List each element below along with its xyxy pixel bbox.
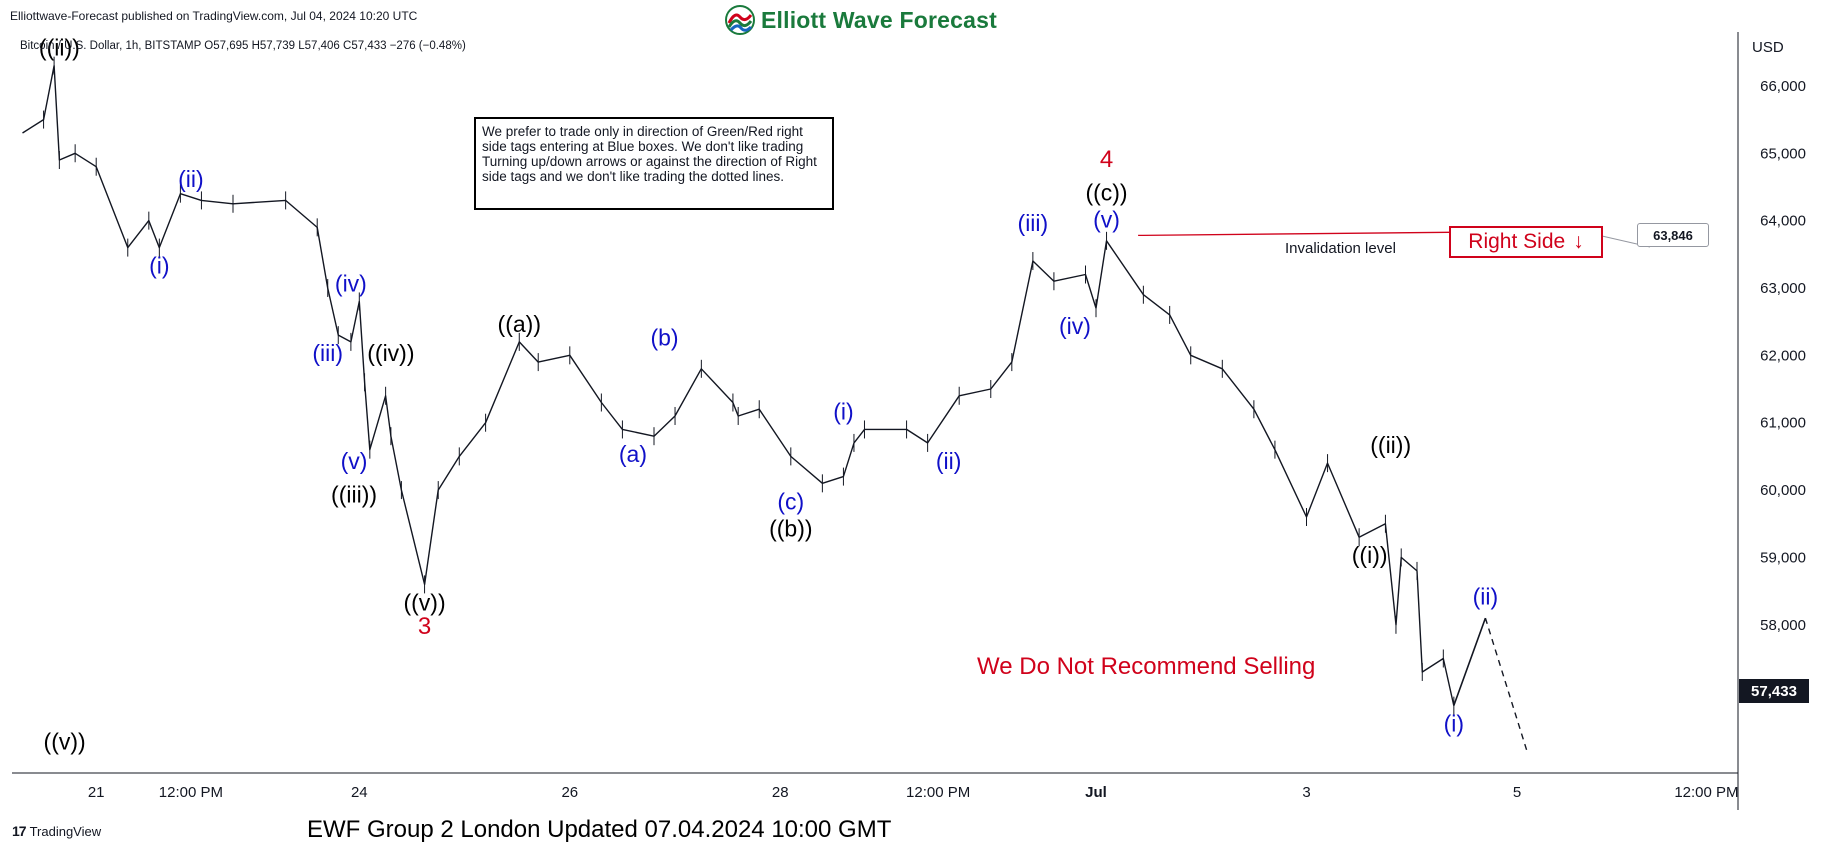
wave-label: (a): [619, 441, 647, 467]
invalidation-label: Invalidation level: [1285, 240, 1396, 257]
wave-label: ((ii)): [39, 35, 80, 61]
published-caption: Elliottwave-Forecast published on Tradin…: [10, 9, 418, 23]
wave-label: (iii): [312, 340, 343, 366]
x-tick-label: 21: [88, 784, 105, 801]
x-tick-label: 12:00 PM: [906, 784, 970, 801]
trading-note: We prefer to trade only in direction of …: [474, 117, 834, 210]
wave-label: ((v)): [403, 589, 445, 615]
wave-label: ((iii)): [331, 482, 377, 508]
last-price-tag: 57,433: [1739, 679, 1809, 703]
x-tick-label: 28: [772, 784, 789, 801]
right-side-tag: Right Side ↓: [1449, 226, 1603, 258]
wave-label: ((a)): [498, 311, 541, 337]
update-caption: EWF Group 2 London Updated 07.04.2024 10…: [307, 816, 892, 843]
x-tick-label: 3: [1302, 784, 1310, 801]
projection-solid-line: [1453, 617, 1487, 706]
y-tick-label: 65,000: [1760, 145, 1806, 162]
top-bar: Elliottwave-Forecast published on Tradin…: [0, 0, 1826, 35]
right-side-label: Right Side: [1468, 230, 1566, 253]
wave-label: (iv): [1059, 313, 1091, 339]
y-tick-label: 58,000: [1760, 617, 1806, 634]
ewf-logo-icon: [725, 5, 755, 35]
wave-label: ((b)): [769, 515, 812, 541]
wave-label: ((i)): [1352, 542, 1388, 568]
projection-dotted-line: [1484, 617, 1529, 754]
tradingview-label: TradingView: [29, 823, 102, 839]
wave-label: (i): [149, 253, 169, 279]
wave-label: (iv): [335, 270, 367, 296]
y-tick-label: 60,000: [1760, 482, 1806, 499]
wave-label: (i): [1444, 711, 1464, 737]
x-tick-label: 24: [351, 784, 368, 801]
wave-label: (iii): [1018, 210, 1049, 236]
y-tick-label: 63,000: [1760, 280, 1806, 297]
x-tick-label: 26: [561, 784, 578, 801]
wave-label: ((v)): [44, 729, 86, 755]
wave-label: (ii): [178, 166, 204, 192]
wave-label: ((c)): [1085, 180, 1127, 206]
y-tick-label: 62,000: [1760, 347, 1806, 364]
wave-label: (ii): [936, 448, 962, 474]
x-tick-label: 12:00 PM: [159, 784, 223, 801]
chart-axes: 57,00058,00059,00060,00061,00062,00063,0…: [12, 32, 1806, 810]
wave-label: ((ii)): [1370, 432, 1411, 458]
y-tick-label: 66,000: [1760, 78, 1806, 95]
symbol-info: Bitcoin / U.S. Dollar, 1h, BITSTAMP O57,…: [20, 40, 466, 52]
wave-label: (b): [650, 324, 678, 350]
brand-logo: Elliott Wave Forecast: [725, 4, 997, 36]
x-tick-label: Jul: [1085, 784, 1107, 801]
tradingview-logo-icon: 17: [12, 823, 27, 839]
tradingview-branding[interactable]: 17 TradingView: [12, 823, 101, 839]
y-tick-label: 59,000: [1760, 549, 1806, 566]
down-arrow-icon: ↓: [1573, 230, 1584, 253]
wave-label: (i): [833, 398, 853, 424]
wave-label: 4: [1100, 146, 1113, 173]
wave-label: (c): [777, 488, 804, 514]
x-tick-label: 5: [1513, 784, 1521, 801]
y-tick-label: 61,000: [1760, 415, 1806, 432]
wave-label: (v): [1093, 206, 1120, 232]
wave-label: (v): [341, 448, 368, 474]
wave-label: 3: [418, 613, 431, 640]
chart-series: [22, 56, 1651, 754]
wave-label: ((iv)): [367, 340, 414, 366]
x-tick-label: 12:00 PM: [1674, 784, 1738, 801]
wave-label: (ii): [1473, 584, 1499, 610]
y-tick-label: 64,000: [1760, 213, 1806, 230]
invalidation-price-callout: 63,846: [1637, 223, 1709, 247]
currency-label[interactable]: USD: [1752, 39, 1784, 56]
brand-name: Elliott Wave Forecast: [761, 6, 997, 33]
wave-labels: ((ii)) (i) (ii) (iv) (iii) ((iv)) (v) ((iii)) ((…: [39, 35, 1498, 755]
warning-text: We Do Not Recommend Selling: [977, 653, 1316, 680]
